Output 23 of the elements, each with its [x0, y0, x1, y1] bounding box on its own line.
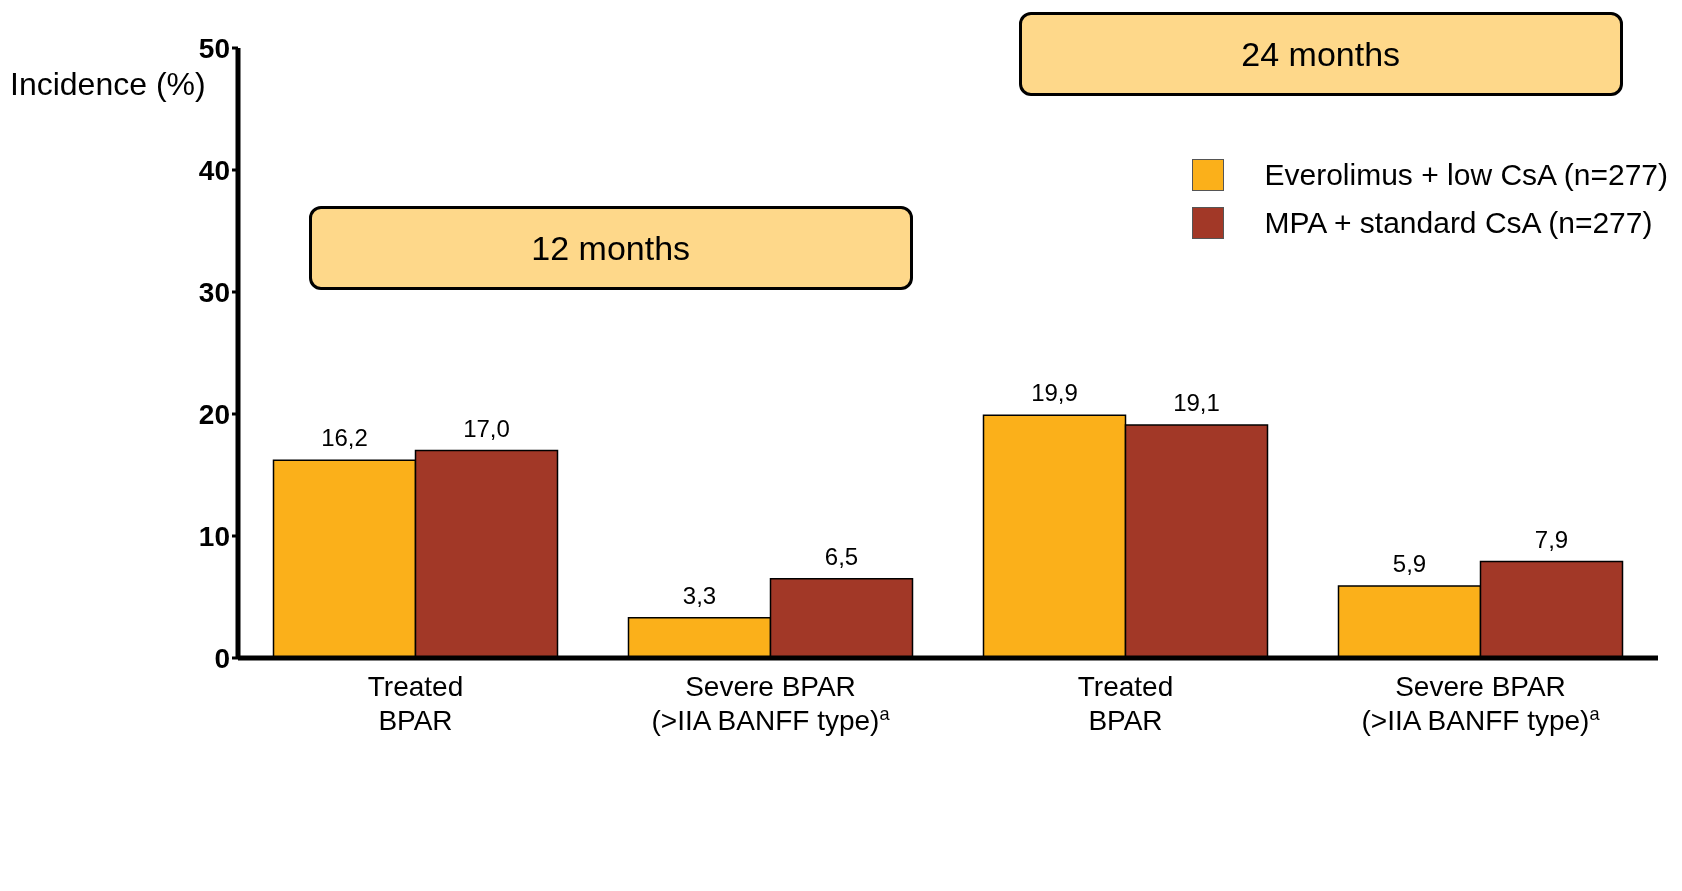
- y-tick-label: 20: [198, 398, 230, 430]
- x-tick-label: Treated BPAR: [367, 671, 464, 736]
- y-tick-label: 0: [214, 642, 230, 674]
- data-label: 16,2: [321, 424, 368, 452]
- label-box: 24 months: [1019, 12, 1623, 96]
- x-tick-label: Treated BPAR: [1077, 671, 1174, 736]
- y-axis-title: Incidence (%): [10, 66, 206, 103]
- x-tick-label: Severe BPAR (>IIA BANFF type)$^{a}$: [1361, 671, 1601, 736]
- data-label: 19,9: [1031, 379, 1078, 407]
- legend-label: Everolimus + low CsA (n=277): [1264, 158, 1668, 192]
- data-label: 19,1: [1173, 388, 1220, 416]
- data-label: 6,5: [824, 542, 859, 570]
- data-label: 3,3: [682, 581, 717, 609]
- y-tick-label: 40: [198, 154, 230, 186]
- label-box: 12 months: [309, 206, 913, 291]
- x-tick-label: Severe BPAR (>IIA BANFF type)$^{a}$: [651, 671, 891, 736]
- y-tick-label: 50: [198, 32, 230, 64]
- y-tick-label: 30: [198, 276, 230, 308]
- legend-label: MPA + standard CsA (n=277): [1264, 206, 1653, 240]
- data-label: 5,9: [1392, 550, 1427, 578]
- y-tick-label: 10: [198, 520, 230, 552]
- data-label: 7,9: [1534, 525, 1569, 553]
- data-label: 17,0: [463, 414, 510, 442]
